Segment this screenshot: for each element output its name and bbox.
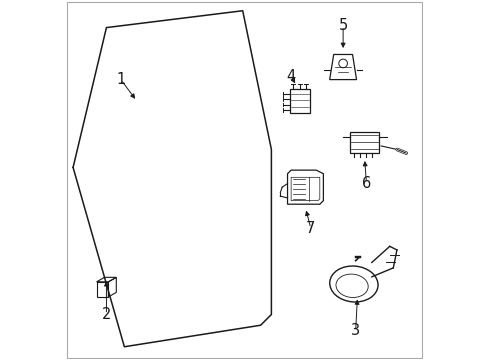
Text: 1: 1 bbox=[116, 72, 125, 87]
Text: 3: 3 bbox=[350, 323, 360, 338]
Text: 4: 4 bbox=[286, 68, 295, 84]
Text: 7: 7 bbox=[305, 221, 315, 236]
Text: 6: 6 bbox=[361, 176, 370, 191]
Text: 2: 2 bbox=[102, 307, 111, 322]
Text: 5: 5 bbox=[338, 18, 347, 33]
